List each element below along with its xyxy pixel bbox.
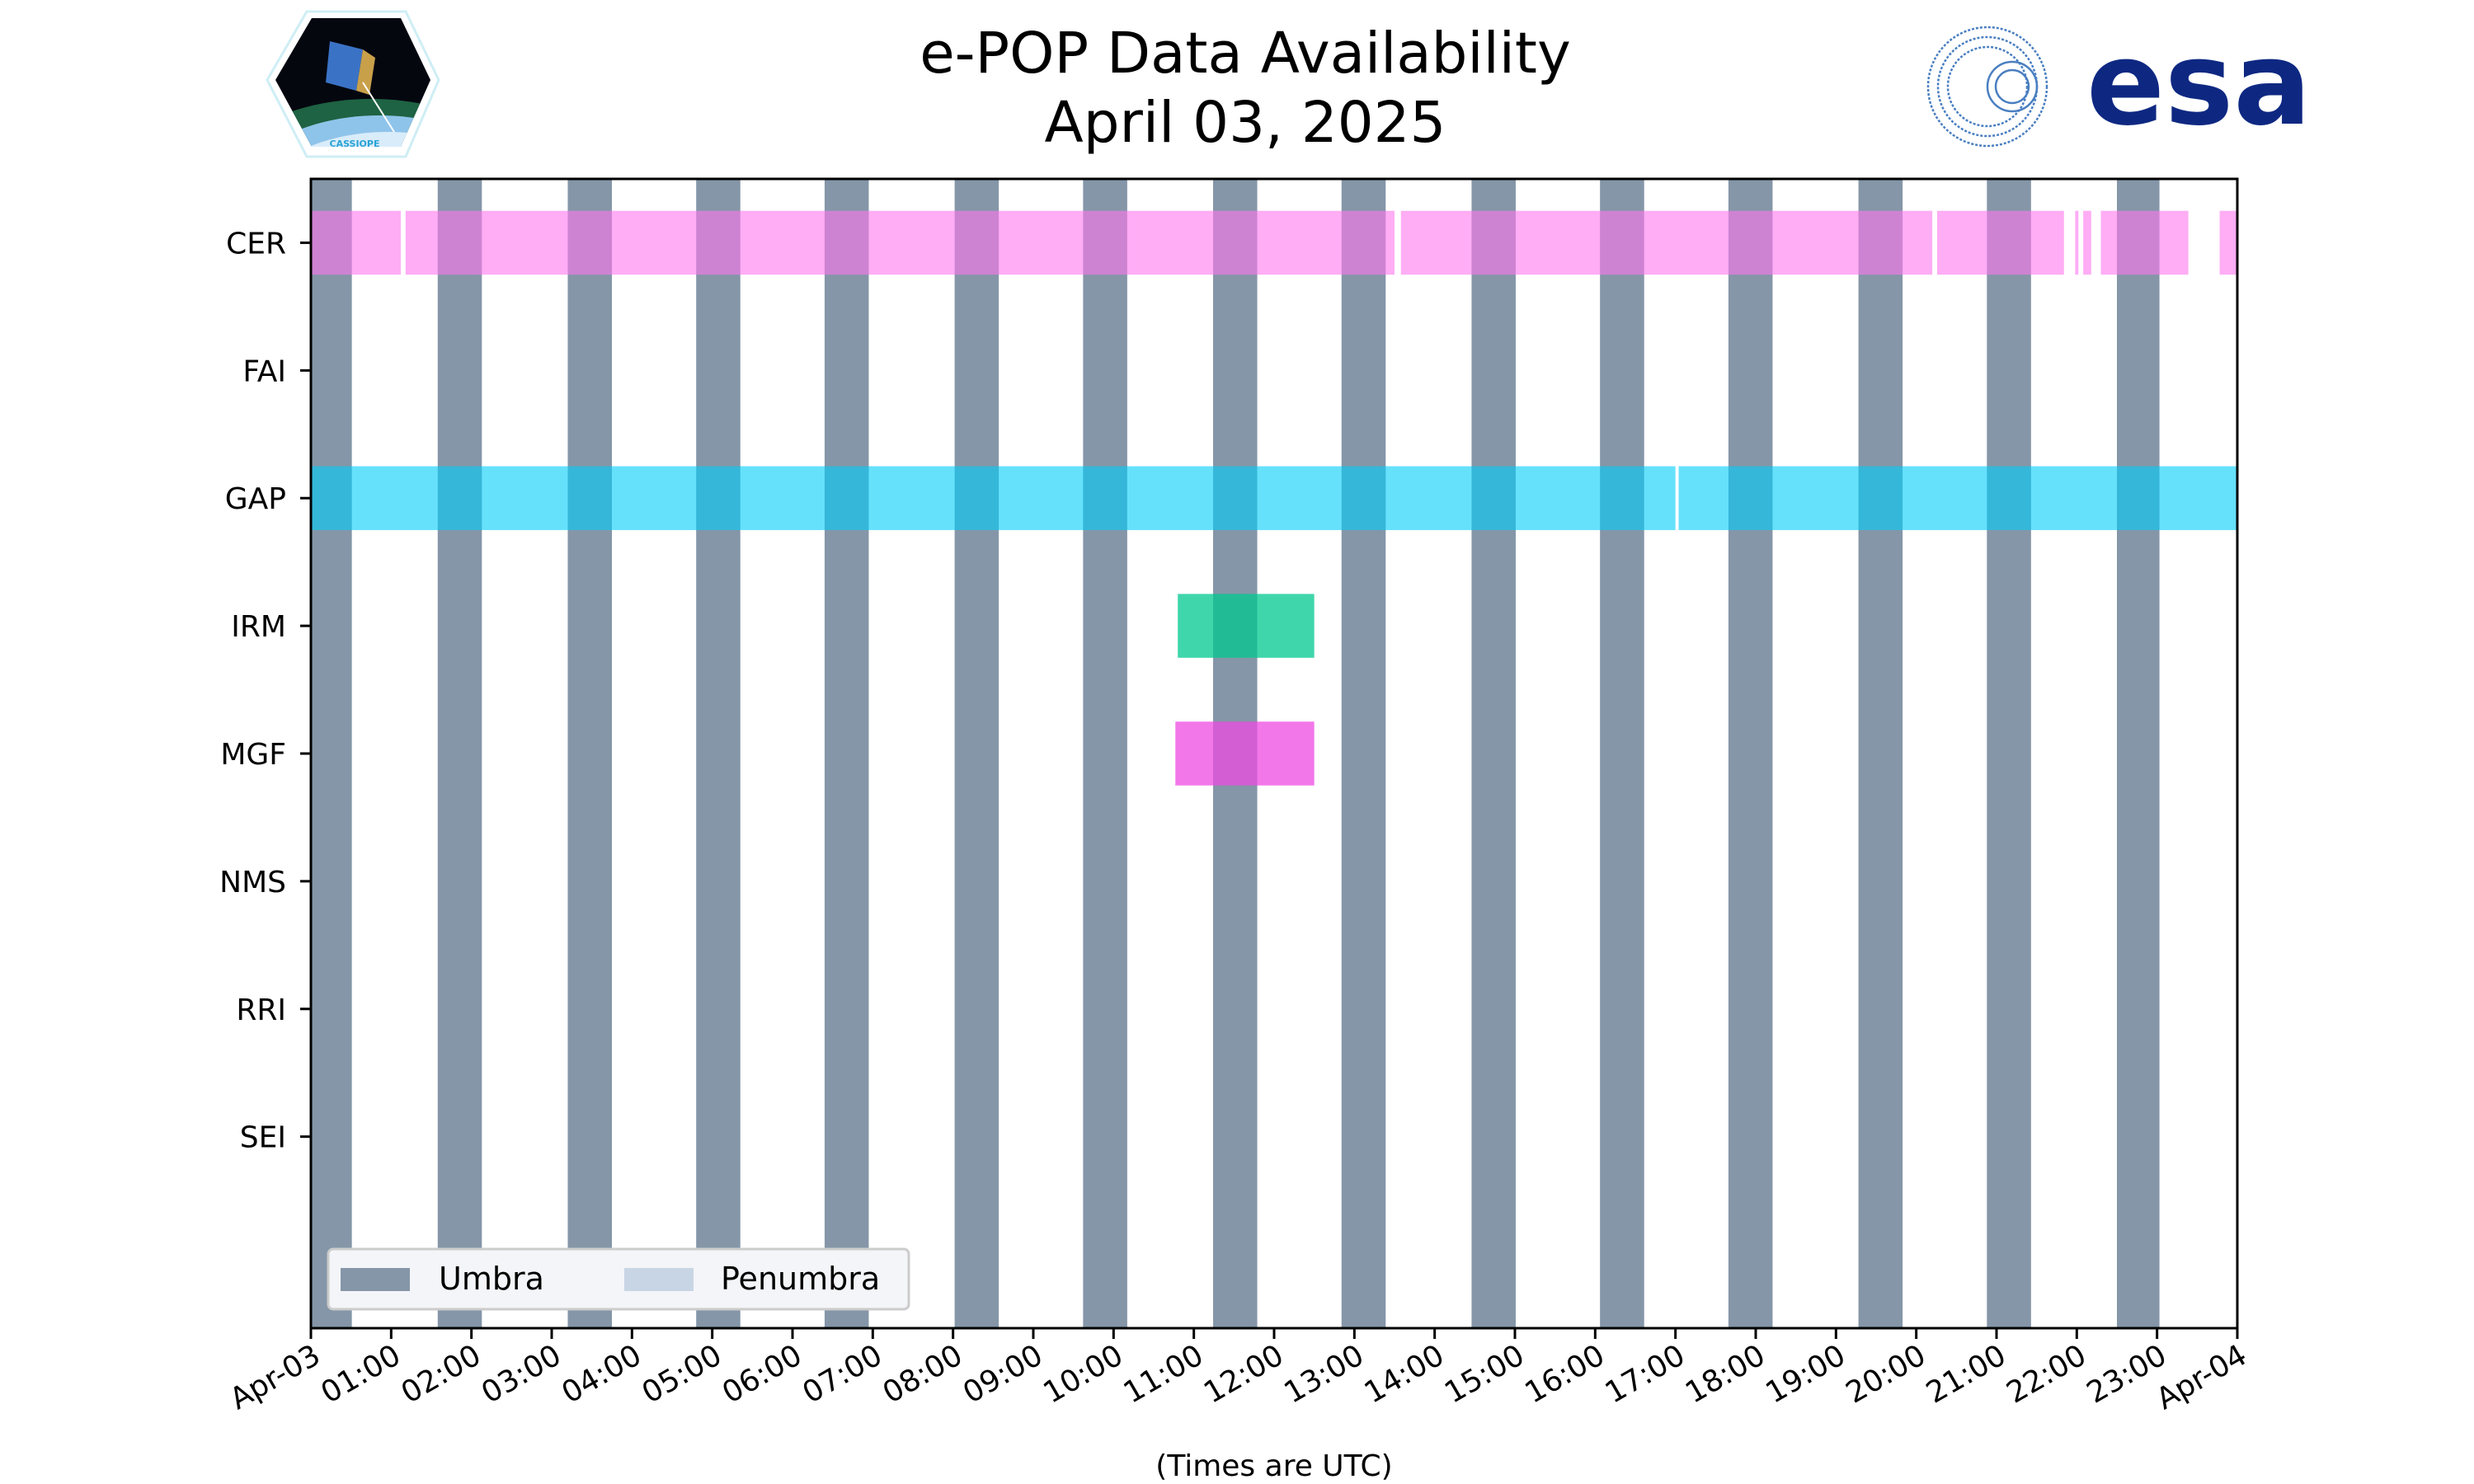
y-tick-label: IRM [231, 610, 286, 644]
umbra-band [1987, 179, 2031, 1328]
data-bar-cer [1400, 210, 1933, 275]
legend-penumbra-swatch [624, 1268, 694, 1291]
umbra-band [696, 179, 741, 1328]
umbra-band [567, 179, 612, 1328]
x-tick-label: 13:00 [1278, 1338, 1369, 1410]
data-bar-cer [405, 210, 1395, 275]
esa-logo-text: esa [2086, 17, 2312, 152]
x-tick-label: Apr-03 [224, 1338, 326, 1416]
x-tick-label: 01:00 [315, 1338, 406, 1410]
x-tick-label: 06:00 [717, 1338, 807, 1410]
data-bar-cer [2083, 210, 2091, 275]
y-tick-label: MGF [220, 738, 286, 772]
umbra-band [1083, 179, 1127, 1328]
y-tick-label: GAP [225, 482, 286, 516]
legend-umbra-label: Umbra [439, 1261, 544, 1297]
data-bar-cer [1936, 210, 2064, 275]
umbra-band [1858, 179, 1903, 1328]
data-bar-mgf [1175, 721, 1315, 786]
umbra-band [2117, 179, 2160, 1328]
data-bar-cer [2075, 210, 2079, 275]
x-tick-label: 04:00 [556, 1338, 647, 1410]
y-tick-label: FAI [242, 355, 286, 388]
x-tick-label: 15:00 [1439, 1338, 1530, 1410]
x-tick-label: 21:00 [1921, 1338, 2011, 1410]
x-tick-label: 18:00 [1680, 1338, 1771, 1410]
x-tick-label: 09:00 [957, 1338, 1048, 1410]
data-bar-gap [311, 466, 1676, 530]
x-tick-label: 11:00 [1118, 1338, 1209, 1410]
legend-umbra-swatch [341, 1268, 410, 1291]
x-tick-label: 22:00 [2001, 1338, 2091, 1410]
umbra-band [1728, 179, 1773, 1328]
esa-logo: esa [1926, 17, 2312, 152]
x-tick-label: 10:00 [1037, 1338, 1128, 1410]
umbra-band [1471, 179, 1516, 1328]
cassiope-logo-text: CASSIOPE [330, 139, 380, 149]
x-tick-label: 19:00 [1760, 1338, 1851, 1410]
data-bar-cer [2219, 210, 2237, 275]
x-tick-label: 02:00 [396, 1338, 487, 1410]
x-tick-label: Apr-04 [2151, 1338, 2252, 1416]
umbra-band [824, 179, 869, 1328]
x-tick-label: 16:00 [1519, 1338, 1610, 1410]
x-tick-label: 14:00 [1359, 1338, 1450, 1410]
umbra-band [1600, 179, 1644, 1328]
x-axis-label: (Times are UTC) [1155, 1449, 1392, 1483]
x-tick-label: 03:00 [476, 1338, 567, 1410]
data-bar-cer [2100, 210, 2189, 275]
umbra-band [311, 179, 352, 1328]
data-bar-irm [1178, 594, 1315, 658]
esa-swirl-icon [1926, 26, 2048, 148]
umbra-band [1341, 179, 1386, 1328]
x-tick-label: 08:00 [877, 1338, 968, 1410]
y-tick-label: SEI [240, 1121, 286, 1155]
y-tick-label: NMS [219, 866, 286, 899]
umbra-band [437, 179, 482, 1328]
x-tick-label: 12:00 [1198, 1338, 1289, 1410]
chart-title: e-POP Data Availability [920, 21, 1571, 87]
y-tick-label: CER [226, 227, 286, 261]
x-tick-label: 20:00 [1841, 1338, 1931, 1410]
chart-subtitle: April 03, 2025 [1045, 90, 1446, 156]
legend: Umbra Penumbra [327, 1247, 910, 1311]
x-tick-label: 07:00 [797, 1338, 887, 1410]
x-tick-label: 05:00 [637, 1338, 727, 1410]
legend-penumbra-label: Penumbra [721, 1261, 880, 1297]
legend-frame [327, 1247, 910, 1311]
data-bar-cer [311, 210, 402, 275]
umbra-band [954, 179, 999, 1328]
plot-area: CER FAI GAP IRM MGF NMS RRI SEI Apr-0301:0002:00… [219, 177, 2253, 1416]
y-tick-label: RRI [236, 993, 286, 1027]
x-tick-label: 17:00 [1600, 1338, 1691, 1410]
data-bar-gap [1678, 466, 2237, 530]
